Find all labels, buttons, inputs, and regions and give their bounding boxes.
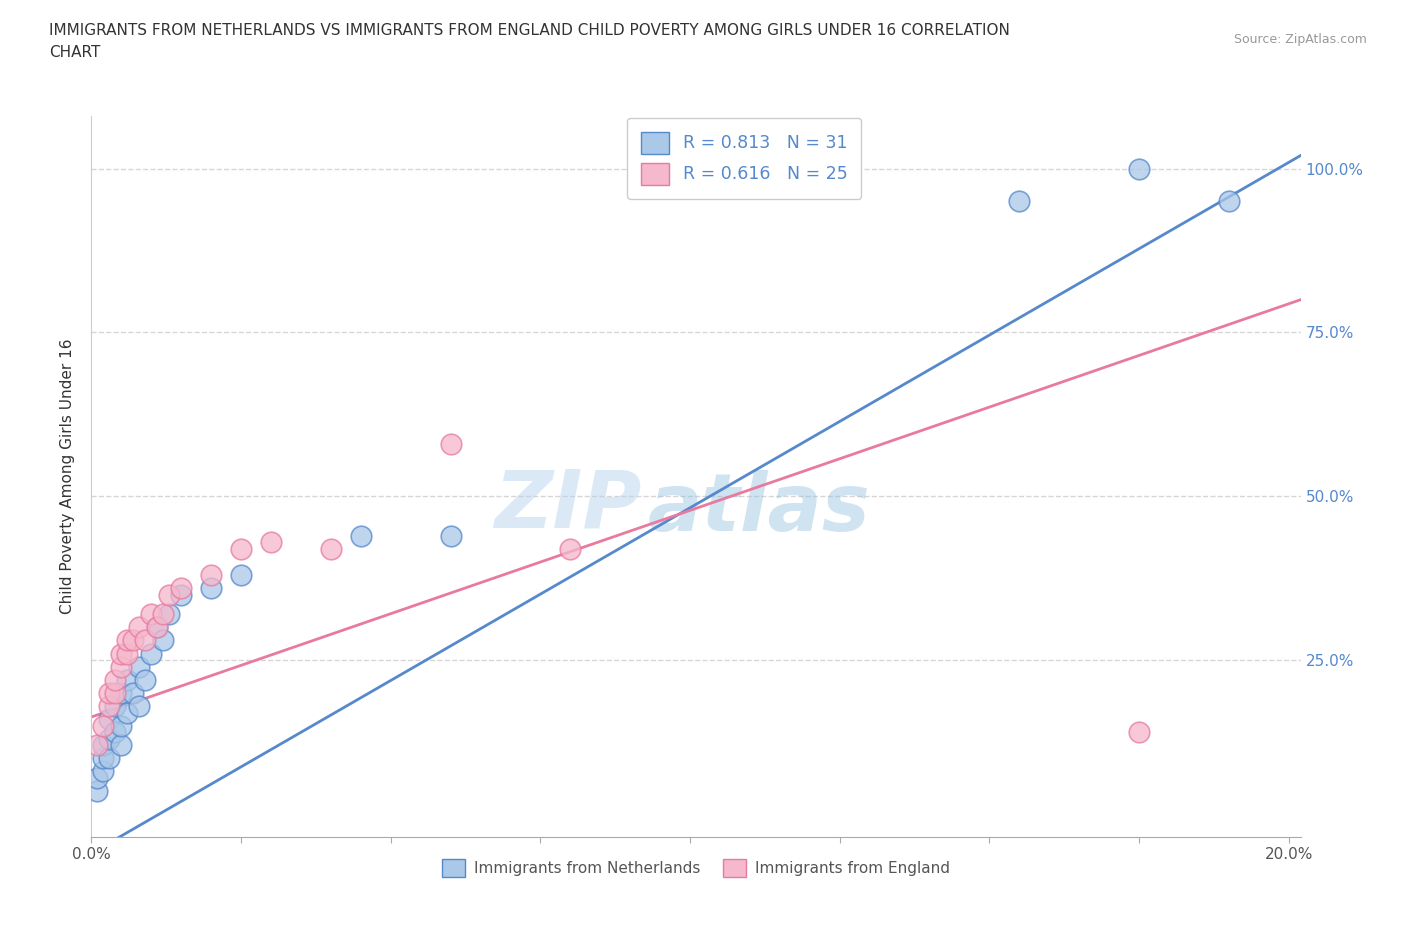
Point: [98, 711, 121, 726]
Point: [141, 606, 163, 621]
Point: [170, 580, 193, 595]
Point: [98, 751, 121, 765]
Point: [93, 718, 115, 733]
Point: [98, 698, 121, 713]
Point: [319, 541, 342, 556]
Point: [117, 633, 139, 648]
Point: [86, 771, 108, 786]
Point: [104, 724, 127, 739]
Point: [229, 541, 252, 556]
Point: [117, 705, 139, 720]
Point: [93, 751, 115, 765]
Point: [152, 633, 174, 648]
Text: CHART: CHART: [49, 45, 101, 60]
Text: ZIP: ZIP: [494, 467, 641, 544]
Point: [157, 587, 180, 602]
Point: [200, 567, 222, 582]
Text: atlas: atlas: [648, 470, 870, 548]
Point: [157, 606, 180, 621]
Point: [122, 685, 145, 700]
Point: [110, 718, 132, 733]
Point: [104, 672, 127, 687]
Point: [110, 646, 132, 661]
Point: [170, 587, 193, 602]
Text: Source: ZipAtlas.com: Source: ZipAtlas.com: [1233, 33, 1367, 46]
Point: [229, 567, 252, 582]
Point: [134, 633, 156, 648]
Point: [110, 659, 132, 674]
Point: [104, 698, 127, 713]
Point: [86, 784, 108, 799]
Point: [152, 606, 174, 621]
Point: [1008, 194, 1031, 209]
Point: [110, 685, 132, 700]
Point: [134, 672, 156, 687]
Point: [86, 737, 108, 752]
Point: [93, 737, 115, 752]
Point: [122, 633, 145, 648]
Point: [104, 685, 127, 700]
Point: [128, 620, 150, 635]
Point: [439, 528, 461, 543]
Point: [1218, 194, 1240, 209]
Point: [141, 646, 163, 661]
Point: [110, 737, 132, 752]
Point: [439, 436, 461, 451]
Point: [117, 672, 139, 687]
Point: [93, 764, 115, 779]
Point: [146, 620, 169, 635]
Point: [200, 580, 222, 595]
Text: IMMIGRANTS FROM NETHERLANDS VS IMMIGRANTS FROM ENGLAND CHILD POVERTY AMONG GIRLS: IMMIGRANTS FROM NETHERLANDS VS IMMIGRANT…: [49, 23, 1010, 38]
Point: [146, 620, 169, 635]
Point: [1128, 161, 1150, 176]
Legend: Immigrants from Netherlands, Immigrants from England: Immigrants from Netherlands, Immigrants …: [436, 853, 956, 884]
Point: [560, 541, 582, 556]
Point: [117, 646, 139, 661]
Point: [128, 698, 150, 713]
Point: [260, 535, 283, 550]
Y-axis label: Child Poverty Among Girls Under 16: Child Poverty Among Girls Under 16: [60, 339, 76, 615]
Point: [128, 659, 150, 674]
Point: [350, 528, 373, 543]
Point: [98, 685, 121, 700]
Point: [98, 731, 121, 746]
Point: [1128, 724, 1150, 739]
